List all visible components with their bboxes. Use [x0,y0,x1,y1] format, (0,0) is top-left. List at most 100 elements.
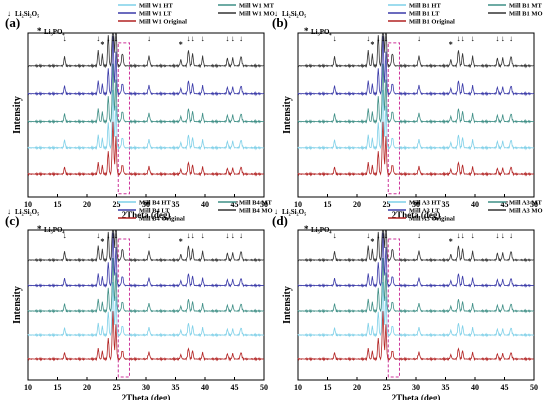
peak-arrow: ↓ [381,34,385,43]
peak-star: * [370,40,374,49]
x-tick-label: 40 [471,383,479,392]
arrow-marker-symbol: ↓ [7,9,11,18]
marker-legend: ↓ Li₂Si₂O₅ * Li₃PO₄ [7,207,65,234]
peak-star: * [100,40,104,49]
star-marker-symbol: * [37,26,42,36]
x-tick-label: 20 [83,200,91,209]
peak-arrow: ↓ [333,34,337,43]
panel-b: 10 15 20 25 30 35 40 45 50 2Theta (deg) Intensity (… [272,3,543,221]
peak-arrow: ↓ [147,231,151,240]
peak-arrow: ↓ [106,231,110,240]
peak-arrow: ↓ [471,231,475,240]
legend-entry: Mill W1 MT [239,3,275,10]
star-marker-symbol: * [304,26,309,36]
peak-arrow: ↓ [114,34,118,43]
y-axis-label: Intensity [282,96,293,134]
x-axis-label: 2Theta (deg) [392,210,441,220]
x-tick-label: 25 [383,200,391,209]
legend-entry: Mill A3 LT [409,208,440,215]
panel-label: (c) [5,213,19,228]
legend-entry: Mill B1 MO [509,11,543,18]
series-line-original [297,311,535,362]
peak-star: * [449,237,453,246]
legend-entry: Mill A3 MT [509,200,543,207]
legend-entry: Mill W1 Original [139,19,187,26]
star-marker-symbol: * [304,224,309,234]
peak-arrow: ↓ [471,34,475,43]
y-axis-label: Intensity [12,96,23,134]
panel-label: (b) [272,15,288,30]
arrow-marker-label: Li₂Si₂O₅ [15,10,39,18]
marker-legend: ↓ Li₂Si₂O₅ * Li₃PO₄ [274,9,332,36]
panel-label: (a) [5,15,20,30]
peak-arrow: ↓ [186,231,190,240]
peak-arrow: ↓ [63,231,67,240]
series-line-ht [297,281,535,338]
x-axis-label: 2Theta (deg) [122,393,171,400]
legend-entry: Mill B4 LT [139,208,170,215]
x-tick-label: 10 [24,200,32,209]
peak-arrow: ↓ [111,34,115,43]
peak-star: * [179,237,183,246]
series-line-mt [27,257,265,314]
peak-arrow: ↓ [96,231,100,240]
legend-entry: Mill A3 MO [509,208,543,215]
x-tick-label: 30 [412,200,420,209]
x-tick-label: 20 [83,383,91,392]
highlight-box [117,238,130,378]
x-tick-label: 20 [353,200,361,209]
series-line-mo [297,33,535,69]
x-tick-label: 30 [142,383,150,392]
series-legend: Mill B1 HT Mill B1 MT Mill B1 LT Mill B1 MO… [388,3,543,26]
series-line-original [297,121,535,177]
x-tick-label: 40 [471,200,479,209]
panel-a: 10 15 20 25 30 35 40 45 50 2Theta (deg) Intensity (… [5,3,275,221]
legend-entry: Mill B1 LT [409,11,440,18]
x-axis-label: 2Theta (deg) [122,210,171,220]
peak-arrow: ↓ [384,231,388,240]
peak-arrow: ↓ [461,34,465,43]
peak-arrow: ↓ [111,231,115,240]
x-tick-label: 35 [172,200,180,209]
arrow-marker-symbol: ↓ [7,207,11,216]
x-tick-label: 25 [113,200,121,209]
arrow-marker-symbol: ↓ [274,207,278,216]
series-line-mo [27,230,265,263]
x-tick-label: 45 [231,383,239,392]
peak-arrow: ↓ [376,231,380,240]
x-tick-label: 35 [442,200,450,209]
legend-entry: Mill W1 LT [139,11,172,18]
x-tick-label: 35 [442,383,450,392]
x-axis-label: 2Theta (deg) [392,393,441,400]
x-tick-label: 15 [54,200,62,209]
peak-arrow: ↓ [366,231,370,240]
x-tick-label: 25 [383,383,391,392]
arrow-marker-symbol: ↓ [274,9,278,18]
arrow-marker-label: Li₂Si₂O₅ [282,208,306,216]
series-legend: Mill B4 HT Mill B4 MT Mill B4 LT Mill B4 MO… [118,200,273,223]
legend-entry: Mill A3 Original [409,216,455,223]
peak-star: * [449,40,453,49]
peak-arrow: ↓ [191,231,195,240]
peak-arrow: ↓ [501,231,505,240]
peak-arrow: ↓ [225,231,229,240]
series-line-ht [297,89,535,151]
legend-entry: Mill A3 HT [409,200,441,207]
x-tick-label: 30 [142,200,150,209]
peak-arrow: ↓ [106,34,110,43]
peak-arrow: ↓ [239,231,243,240]
x-tick-label: 10 [294,200,302,209]
x-tick-label: 10 [24,383,32,392]
peak-arrow: ↓ [384,34,388,43]
series-line-mt [297,257,535,314]
y-axis-label: Intensity [12,286,23,324]
panel-c: 10 15 20 25 30 35 40 45 50 2Theta (deg) Intensity (… [5,200,273,400]
peak-arrow: ↓ [201,231,205,240]
panel-d: 10 15 20 25 30 35 40 45 50 2Theta (deg) Intensity (… [272,200,543,400]
series-line-mo [297,230,535,263]
x-tick-label: 45 [231,200,239,209]
star-marker-label: Li₃PO₄ [311,226,332,234]
star-marker-label: Li₃PO₄ [44,28,65,36]
arrow-marker-label: Li₂Si₂O₅ [282,10,306,18]
